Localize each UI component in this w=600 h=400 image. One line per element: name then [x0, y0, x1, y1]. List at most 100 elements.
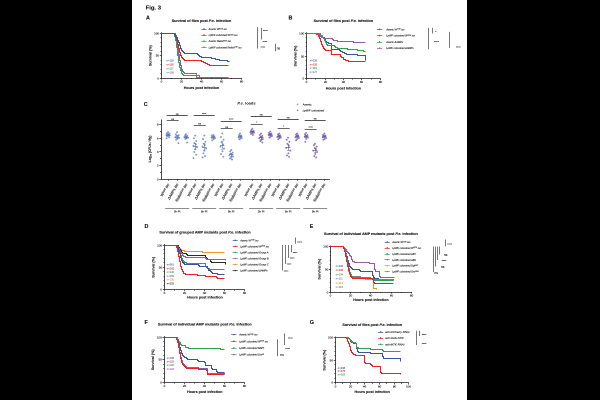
svg-text:LpWF colonized AttD: LpWF colonized AttD: [392, 258, 416, 262]
svg-text:LpWF colonized ΔAMPs: LpWF colonized ΔAMPs: [240, 269, 268, 273]
svg-text:LpWF colonized W1118 iso: LpWF colonized W1118 iso: [209, 33, 238, 37]
svg-text:Hours post infection: Hours post infection: [353, 298, 388, 302]
svg-text:80: 80: [240, 79, 244, 83]
svg-text:****: ****: [261, 46, 267, 50]
svg-text:n=119: n=119: [310, 66, 318, 70]
svg-text:ns: ns: [225, 125, 229, 129]
svg-text:Survival of individual AMP mut: Survival of individual AMP mutants post …: [324, 232, 419, 236]
svg-text:LpWF colonized DrsR1: LpWF colonized DrsR1: [239, 353, 264, 357]
svg-text:Survival (%): Survival (%): [151, 349, 155, 371]
svg-text:n=127: n=127: [310, 70, 318, 74]
svg-text:100: 100: [406, 384, 411, 388]
svg-text:80: 80: [410, 293, 414, 297]
svg-text:Axenic W1118 iso: Axenic W1118 iso: [391, 240, 411, 244]
svg-text:80: 80: [379, 80, 383, 84]
svg-text:n=105: n=105: [336, 268, 344, 272]
svg-text:Fig. 3: Fig. 3: [146, 6, 162, 12]
svg-text:Axenic W1118 iso: Axenic W1118 iso: [208, 27, 228, 31]
svg-text:80: 80: [243, 291, 247, 295]
svg-text:40: 40: [342, 80, 346, 84]
svg-text:Axenic W1118 iso: Axenic W1118 iso: [239, 238, 259, 242]
svg-text:W1118 iso: W1118 iso: [298, 183, 309, 198]
svg-text:D: D: [145, 224, 149, 230]
svg-text:LpWF colonized RelishE20 iso: LpWF colonized RelishE20 iso: [209, 45, 243, 49]
svg-text:n=120: n=120: [310, 62, 318, 66]
svg-text:n=225: n=225: [167, 281, 175, 285]
svg-text:0: 0: [335, 384, 337, 388]
svg-text:****: ****: [287, 263, 293, 267]
svg-text:100: 100: [157, 336, 162, 340]
svg-text:6: 6: [157, 136, 159, 140]
svg-text:Hours post infection: Hours post infection: [326, 87, 361, 91]
svg-text:LpWF colonized Group A: LpWF colonized Group A: [240, 251, 269, 255]
svg-text:n=110: n=110: [167, 59, 175, 63]
svg-text:Survival of flies post P.e. in: Survival of flies post P.e. infection: [172, 19, 232, 23]
svg-text:Survival of grouped AMP mutant: Survival of grouped AMP mutants post P.e…: [159, 231, 251, 235]
svg-text:LpWF colonized DroSK4: LpWF colonized DroSK4: [392, 270, 418, 274]
svg-text:0: 0: [306, 80, 308, 84]
svg-text:n=265: n=265: [167, 266, 175, 270]
svg-text:ns: ns: [260, 112, 264, 116]
svg-text:60: 60: [390, 293, 394, 297]
svg-text:Survival (%): Survival (%): [294, 45, 298, 67]
svg-text:0: 0: [164, 384, 166, 388]
svg-text:ns: ns: [280, 353, 284, 357]
svg-text:8: 8: [157, 123, 159, 127]
svg-text:act>MTK RNAi: act>MTK RNAi: [385, 342, 405, 346]
svg-text:LpWF colonized W1118 iso: LpWF colonized W1118 iso: [240, 244, 269, 248]
svg-text:W1118 iso: W1118 iso: [187, 183, 198, 198]
svg-text:W1118 iso: W1118 iso: [214, 183, 225, 198]
svg-text:LpWF colonized: LpWF colonized: [303, 109, 325, 113]
svg-text:LpWF colonized AttC: LpWF colonized AttC: [392, 252, 416, 256]
svg-text:n=108: n=108: [167, 71, 175, 75]
svg-text:****: ****: [422, 333, 428, 337]
svg-text:W1118 iso: W1118 iso: [244, 183, 255, 198]
svg-text:20: 20: [183, 384, 187, 388]
svg-text:100: 100: [328, 336, 333, 340]
svg-text:C: C: [144, 102, 148, 108]
svg-text:80: 80: [243, 384, 247, 388]
svg-text:****: ****: [263, 29, 269, 33]
svg-text:3h PI: 3h PI: [174, 209, 181, 213]
svg-text:ns: ns: [314, 116, 318, 120]
svg-text:Survival (%): Survival (%): [318, 258, 322, 280]
svg-text:Hours post infection: Hours post infection: [187, 296, 222, 300]
svg-text:ns: ns: [444, 253, 448, 257]
svg-text:n=120: n=120: [336, 264, 344, 268]
svg-text:LpWF colonized W1118 iso: LpWF colonized W1118 iso: [239, 339, 268, 343]
svg-text:60: 60: [360, 80, 364, 84]
svg-text:n=176: n=176: [338, 369, 346, 373]
svg-text:50: 50: [325, 268, 329, 272]
svg-text:****: ****: [263, 40, 269, 44]
svg-text:100: 100: [154, 32, 159, 36]
svg-text:Hours post infection: Hours post infection: [354, 390, 389, 394]
svg-text:50: 50: [156, 54, 160, 58]
svg-text:40: 40: [369, 293, 373, 297]
svg-text:A: A: [146, 16, 150, 22]
svg-text:*: *: [435, 30, 437, 34]
svg-text:act>UAS-NTR: act>UAS-NTR: [385, 336, 403, 340]
svg-text:n=240: n=240: [167, 270, 175, 274]
svg-text:****: ****: [309, 125, 314, 129]
svg-text:E: E: [310, 224, 314, 230]
svg-text:ns: ns: [171, 117, 175, 121]
svg-text:LpWF colonized Group C: LpWF colonized Group C: [240, 263, 269, 267]
svg-text:0: 0: [303, 77, 305, 81]
svg-text:40: 40: [203, 384, 207, 388]
svg-text:*: *: [283, 124, 285, 128]
svg-text:B: B: [289, 16, 293, 22]
svg-text:n=361: n=361: [167, 263, 175, 267]
svg-text:****: ****: [202, 112, 207, 116]
svg-text:0: 0: [327, 291, 329, 295]
svg-text:LpWF colonized Group B: LpWF colonized Group B: [240, 257, 269, 261]
svg-text:n=113: n=113: [336, 281, 344, 285]
svg-text:Survival of individual AMP mut: Survival of individual AMP mutants post …: [158, 323, 253, 327]
svg-text:W1118 iso: W1118 iso: [271, 183, 282, 198]
svg-text:20: 20: [349, 384, 353, 388]
svg-text:Survival (%): Survival (%): [149, 44, 153, 66]
svg-text:60: 60: [223, 384, 227, 388]
svg-text:4: 4: [157, 150, 159, 154]
svg-text:Hours post infection: Hours post infection: [187, 390, 222, 394]
svg-text:Survival (%): Survival (%): [322, 349, 326, 371]
svg-text:LpWF colonized W1118 iso: LpWF colonized W1118 iso: [386, 34, 415, 38]
